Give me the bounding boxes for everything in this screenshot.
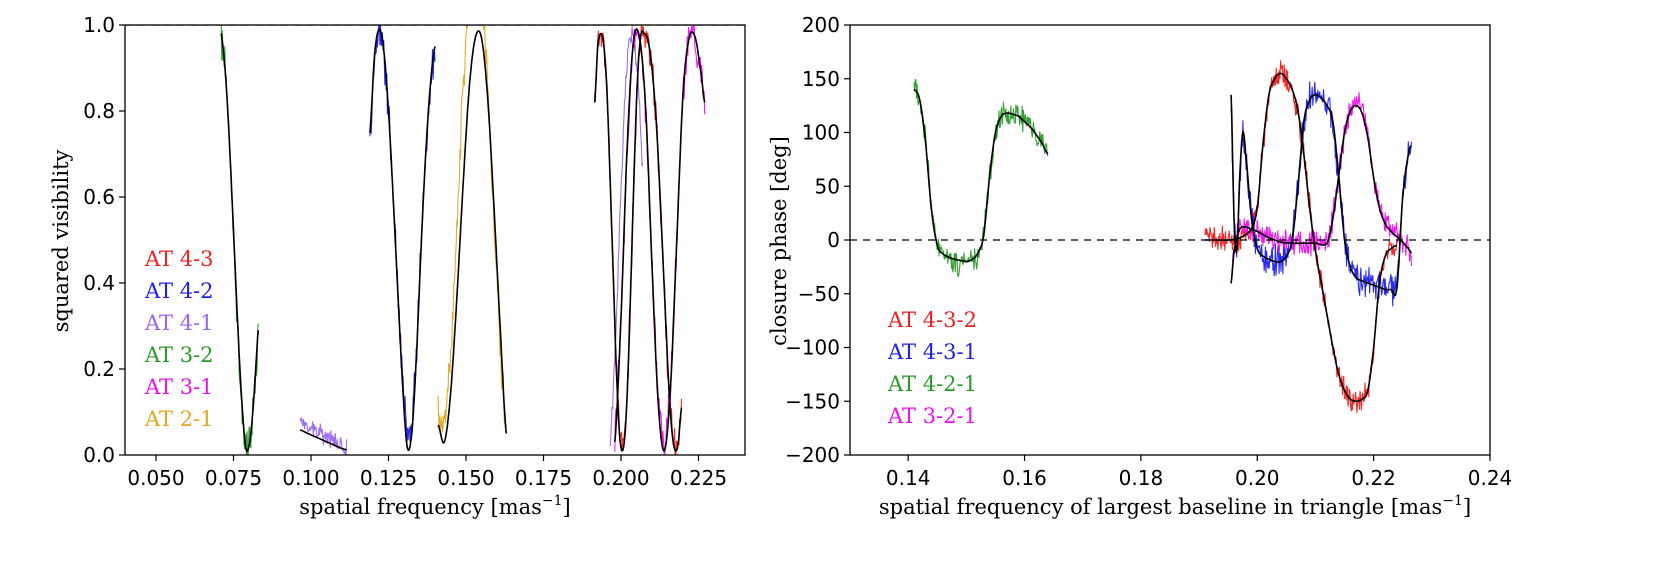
- visibility-plot-frame: [124, 24, 746, 456]
- legend-entry: AT 4-2-1: [887, 372, 977, 396]
- x-tick-label: 0.125: [360, 466, 417, 490]
- model-curve-2: [369, 28, 436, 451]
- y-tick-label: 0.6: [83, 185, 115, 209]
- x-tick-label: 0.100: [282, 466, 339, 490]
- y-tick-label: 0.8: [83, 99, 115, 123]
- legend-entry: AT 3-1: [144, 375, 214, 399]
- y-tick-label: −150: [785, 389, 840, 413]
- model-curve-5: [614, 28, 706, 452]
- legend-entry: AT 4-3-1: [887, 340, 977, 364]
- x-tick-label: 0.200: [592, 466, 649, 490]
- model-curve-0: [913, 88, 1049, 263]
- x-tick-label: 0.20: [1235, 466, 1280, 490]
- visibility-legend: AT 4-3 AT 4-2 AT 4-1 AT 3-2 AT 3-1 AT 2-1: [144, 247, 214, 431]
- legend-entry: AT 2-1: [144, 407, 214, 431]
- x-tick-label: 0.16: [1002, 466, 1047, 490]
- y-tick-label: 0.2: [83, 357, 115, 381]
- y-tick-label: 0.0: [83, 443, 115, 467]
- model-curve-2: [1230, 94, 1413, 297]
- model-curve-3: [437, 30, 508, 444]
- y-tick-label: 0: [827, 228, 840, 252]
- series-at-3-1: [614, 25, 706, 455]
- x-tick-label: 0.175: [515, 466, 572, 490]
- model-curve-0: [220, 33, 260, 453]
- visibility-x-axis-label: spatial frequency [mas−1]: [299, 493, 571, 519]
- y-tick-label: −100: [785, 336, 840, 360]
- legend-entry: AT 3-2: [144, 343, 214, 367]
- x-tick-label: 0.24: [1468, 466, 1513, 490]
- model-curve-4: [593, 30, 683, 452]
- closure-phase-axis-ticks: 0.14 0.16 0.18 0.20 0.22 0.24 −200 −150 −100 −50 0…: [785, 13, 1512, 490]
- x-tick-label: 0.150: [437, 466, 494, 490]
- legend-entry: AT 4-3-2: [887, 308, 977, 332]
- x-tick-label: 0.22: [1351, 466, 1396, 490]
- closure-phase-legend: AT 4-3-2 AT 4-3-1 AT 4-2-1 AT 3-2-1: [887, 308, 977, 428]
- visibility-x-label-main: spatial frequency [mas: [299, 495, 542, 519]
- closure-phase-model-curves: [913, 72, 1413, 402]
- y-tick-label: 100: [802, 121, 840, 145]
- closure-phase-x-label-exponent: −1: [1442, 493, 1463, 509]
- legend-entry: AT 4-3: [144, 247, 214, 271]
- model-curve-1: [299, 429, 347, 451]
- x-tick-label: 0.14: [886, 466, 931, 490]
- y-tick-label: 200: [802, 13, 840, 37]
- closure-phase-panel: 0.14 0.16 0.18 0.20 0.22 0.24−200−150−100−500…: [767, 13, 1512, 519]
- closure-phase-x-label-main: spatial frequency of largest baseline in…: [879, 495, 1442, 519]
- legend-entry: AT 3-2-1: [887, 404, 977, 428]
- visibility-y-axis-label: squared visibility: [49, 149, 73, 332]
- x-tick-label: 0.050: [127, 466, 184, 490]
- visibility-axis-ticks: 0.050 0.075 0.100 0.125 0.150 0.175 0.200 0.225…: [83, 13, 727, 490]
- x-tick-label: 0.225: [670, 466, 727, 490]
- y-tick-label: −50: [798, 282, 840, 306]
- visibility-model-curves: [220, 28, 706, 453]
- visibility-x-label-exponent: −1: [542, 493, 563, 509]
- closure-phase-data-series: [913, 60, 1413, 414]
- closure-phase-x-axis-label: spatial frequency of largest baseline in…: [879, 493, 1471, 519]
- closure-phase-y-axis-label: closure phase [deg]: [767, 136, 791, 346]
- model-curve-3: [1230, 104, 1413, 284]
- legend-entry: AT 4-1: [144, 311, 214, 335]
- visibility-panel: 0.050 0.075 0.100 0.125 0.150 0.175 0.200 0.225…: [49, 13, 746, 519]
- y-tick-label: 150: [802, 67, 840, 91]
- series-at-3-2: [220, 25, 259, 455]
- series-at-4-1: [299, 417, 348, 455]
- y-tick-label: −200: [785, 443, 840, 467]
- series-at-2-1: [437, 25, 507, 433]
- x-tick-label: 0.18: [1119, 466, 1164, 490]
- visibility-x-label-end: ]: [563, 495, 571, 519]
- x-tick-label: 0.075: [205, 466, 262, 490]
- legend-entry: AT 4-2: [144, 279, 214, 303]
- series-at-3-2-1: [1230, 92, 1413, 285]
- y-tick-label: 1.0: [83, 13, 115, 37]
- y-tick-label: 50: [815, 174, 840, 198]
- closure-phase-x-label-end: ]: [1463, 495, 1471, 519]
- y-tick-label: 0.4: [83, 271, 115, 295]
